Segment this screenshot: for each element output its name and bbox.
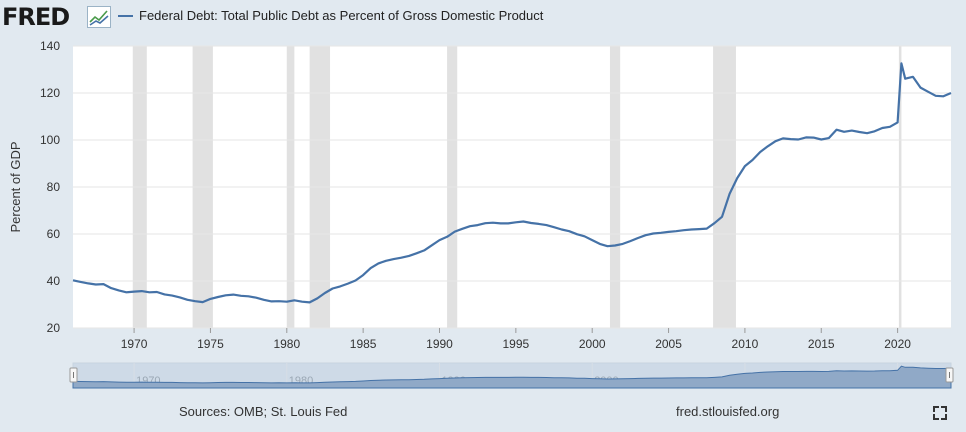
x-tick-label: 2020 [884,337,911,351]
footer-sources: Sources: OMB; St. Louis Fed [179,404,348,419]
y-tick-label: 80 [47,180,61,194]
navigator-area [72,365,952,389]
y-tick-label: 120 [40,86,60,100]
x-tick-label: 1985 [350,337,377,351]
x-tick-label: 1975 [197,337,224,351]
legend-label[interactable]: Federal Debt: Total Public Debt as Perce… [139,8,544,23]
fred-logo[interactable]: FRED [2,3,70,31]
y-tick-label: 40 [47,274,61,288]
y-axis-label: Percent of GDP [8,141,23,232]
x-tick-label: 2015 [808,337,835,351]
y-tick-label: 20 [47,321,61,335]
x-tick-label: 2000 [579,337,606,351]
footer-url[interactable]: fred.stlouisfed.org [676,404,780,419]
fullscreen-icon[interactable] [933,406,947,420]
x-tick-label: 1970 [121,337,148,351]
legend-swatch [118,15,133,17]
series-line [72,62,952,304]
y-tick-label: 140 [40,39,60,53]
y-axis-ticks: 20 40 60 80 100 120 140 [40,39,60,335]
x-axis-ticks: 1970 1975 1980 1985 1990 1995 2000 2005 2010 2015… [121,328,911,351]
y-tick-label: 60 [47,227,61,241]
x-tick-label: 1990 [426,337,453,351]
line-graph-icon [87,6,111,28]
x-tick-label: 2005 [655,337,682,351]
x-tick-label: 1995 [502,337,529,351]
y-tick-label: 100 [40,133,60,147]
x-tick-label: 2010 [732,337,759,351]
gridlines [73,45,951,329]
x-tick-label: 1980 [273,337,300,351]
